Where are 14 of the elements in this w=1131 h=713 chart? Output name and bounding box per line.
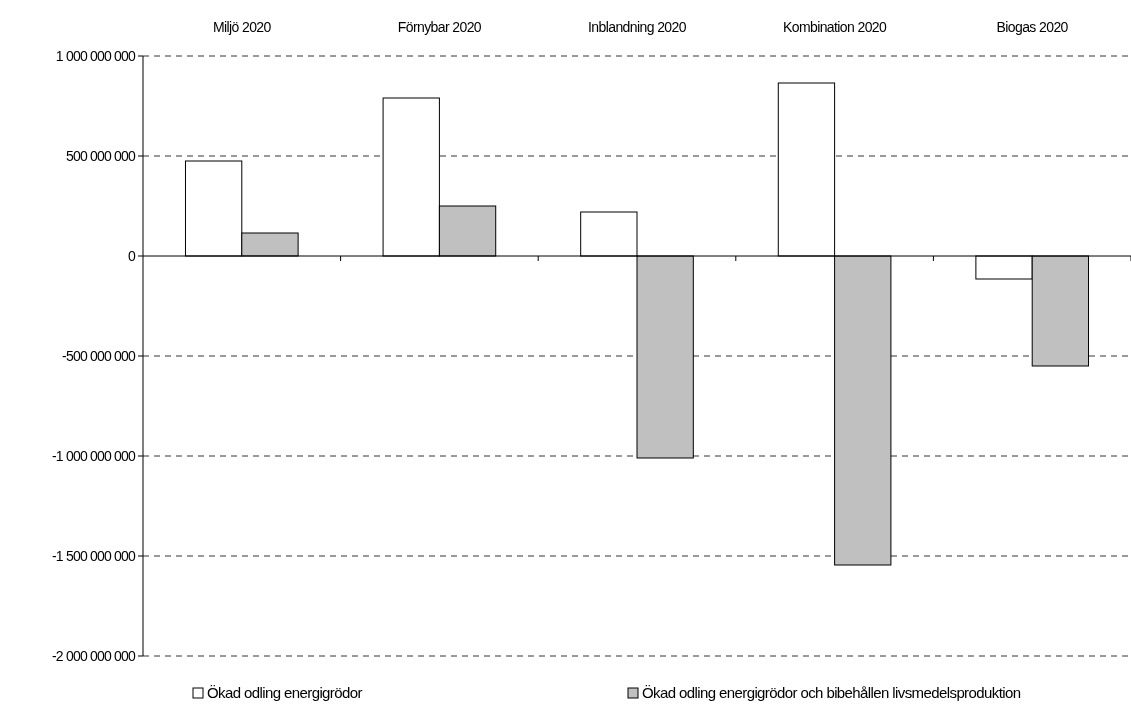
y-tick-label: -1 000 000 000	[52, 447, 137, 464]
x-tick-label: Biogas 2020	[996, 19, 1069, 35]
legend-label: Ökad odling energigrödor	[207, 684, 363, 701]
y-tick-label: 500 000 000	[65, 147, 137, 164]
y-tick-label: -2 000 000 000	[52, 647, 137, 664]
x-tick-label: Miljö 2020	[212, 19, 272, 35]
x-tick-label: Inblandning 2020	[588, 19, 687, 35]
x-tick-label: Kombination 2020	[782, 19, 888, 35]
legend-label: Ökad odling energigrödor och bibehållen livsmedelsproduktion	[642, 684, 1021, 701]
x-tick-label: Förnybar 2020	[397, 19, 482, 35]
y-tick-label: 0	[128, 247, 136, 264]
y-tick-label: 1 000 000 000	[55, 47, 136, 64]
y-tick-label: -1 500 000 000	[52, 547, 137, 564]
y-tick-label: -500 000 000	[62, 347, 137, 364]
